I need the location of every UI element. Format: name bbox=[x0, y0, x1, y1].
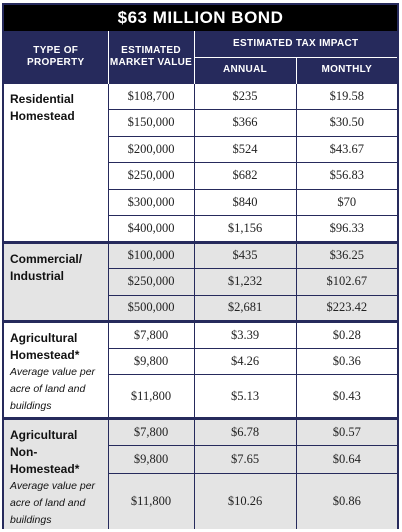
monthly-cell: $43.67 bbox=[295, 135, 398, 163]
annual-cell: $7.65 bbox=[193, 445, 296, 474]
property-type-note: Average value per acre of land and build… bbox=[10, 366, 96, 412]
market-value-cell: $11,800 bbox=[107, 472, 194, 529]
market-value-cell: $100,000 bbox=[107, 241, 194, 269]
property-type-cell: Agricultural Homestead* Average value pe… bbox=[4, 321, 108, 419]
monthly-cell: $0.57 bbox=[295, 417, 398, 446]
annual-cell: $682 bbox=[193, 162, 296, 189]
monthly-cell: $96.33 bbox=[295, 215, 398, 242]
header-annual: ANNUAL bbox=[193, 56, 296, 83]
monthly-cell: $0.36 bbox=[295, 347, 398, 375]
annual-cell: $5.13 bbox=[193, 374, 296, 419]
property-type-label: Commercial/ Industrial bbox=[10, 251, 83, 283]
monthly-cell: $0.86 bbox=[295, 472, 398, 529]
annual-cell: $840 bbox=[193, 188, 296, 216]
group-commercial: Commercial/ Industrial $100,000 $435 $36… bbox=[4, 241, 398, 322]
property-type-label: Agricultural Non-Homestead* bbox=[10, 428, 80, 476]
market-value-cell: $200,000 bbox=[107, 135, 194, 163]
header-market-value: ESTIMATED MARKET VALUE bbox=[107, 31, 194, 83]
market-value-cell: $250,000 bbox=[107, 162, 194, 189]
header-tax-impact: ESTIMATED TAX IMPACT bbox=[193, 31, 398, 57]
group-ag-non-homestead: Agricultural Non-Homestead* Average valu… bbox=[4, 417, 398, 529]
market-value-cell: $9,800 bbox=[107, 347, 194, 375]
market-value-cell: $400,000 bbox=[107, 215, 194, 242]
property-type-note: Average value per acre of land and build… bbox=[10, 480, 96, 526]
market-value-cell: $7,800 bbox=[107, 321, 194, 348]
annual-cell: $435 bbox=[193, 241, 296, 269]
market-value-cell: $500,000 bbox=[107, 294, 194, 322]
annual-cell: $2,681 bbox=[193, 294, 296, 322]
market-value-cell: $250,000 bbox=[107, 268, 194, 295]
annual-cell: $1,232 bbox=[193, 268, 296, 295]
annual-cell: $524 bbox=[193, 135, 296, 163]
market-value-cell: $300,000 bbox=[107, 188, 194, 216]
annual-cell: $235 bbox=[193, 82, 296, 110]
monthly-cell: $0.43 bbox=[295, 374, 398, 419]
header-property-type: TYPE OF PROPERTY bbox=[4, 31, 108, 83]
property-type-cell: Residential Homestead bbox=[4, 82, 108, 242]
market-value-cell: $108,700 bbox=[107, 82, 194, 110]
monthly-cell: $19.58 bbox=[295, 82, 398, 110]
annual-cell: $10.26 bbox=[193, 472, 296, 529]
market-value-cell: $7,800 bbox=[107, 417, 194, 446]
bond-table-container: $63 MILLION BOND TYPE OF PROPERTY ESTIMA… bbox=[2, 3, 399, 529]
monthly-cell: $36.25 bbox=[295, 241, 398, 269]
property-type-cell: Agricultural Non-Homestead* Average valu… bbox=[4, 418, 108, 529]
monthly-cell: $70 bbox=[295, 188, 398, 216]
property-type-label: Residential Homestead bbox=[10, 91, 75, 123]
tax-impact-table: TYPE OF PROPERTY ESTIMATED MARKET VALUE … bbox=[4, 31, 398, 529]
market-value-cell: $9,800 bbox=[107, 445, 194, 474]
property-type-cell: Commercial/ Industrial bbox=[4, 241, 108, 322]
monthly-cell: $0.64 bbox=[295, 445, 398, 474]
annual-cell: $1,156 bbox=[193, 215, 296, 242]
monthly-cell: $56.83 bbox=[295, 162, 398, 189]
group-residential: Residential Homestead $108,700 $235 $19.… bbox=[4, 82, 398, 242]
annual-cell: $4.26 bbox=[193, 347, 296, 375]
property-type-label: Agricultural Homestead* bbox=[10, 331, 80, 362]
market-value-cell: $11,800 bbox=[107, 374, 194, 419]
table-title: $63 MILLION BOND bbox=[4, 5, 397, 31]
monthly-cell: $0.28 bbox=[295, 321, 398, 348]
monthly-cell: $102.67 bbox=[295, 268, 398, 295]
annual-cell: $3.39 bbox=[193, 321, 296, 348]
header-monthly: MONTHLY bbox=[295, 56, 398, 83]
monthly-cell: $223.42 bbox=[295, 294, 398, 322]
annual-cell: $6.78 bbox=[193, 417, 296, 446]
monthly-cell: $30.50 bbox=[295, 109, 398, 136]
group-ag-homestead: Agricultural Homestead* Average value pe… bbox=[4, 321, 398, 419]
market-value-cell: $150,000 bbox=[107, 109, 194, 136]
annual-cell: $366 bbox=[193, 109, 296, 136]
